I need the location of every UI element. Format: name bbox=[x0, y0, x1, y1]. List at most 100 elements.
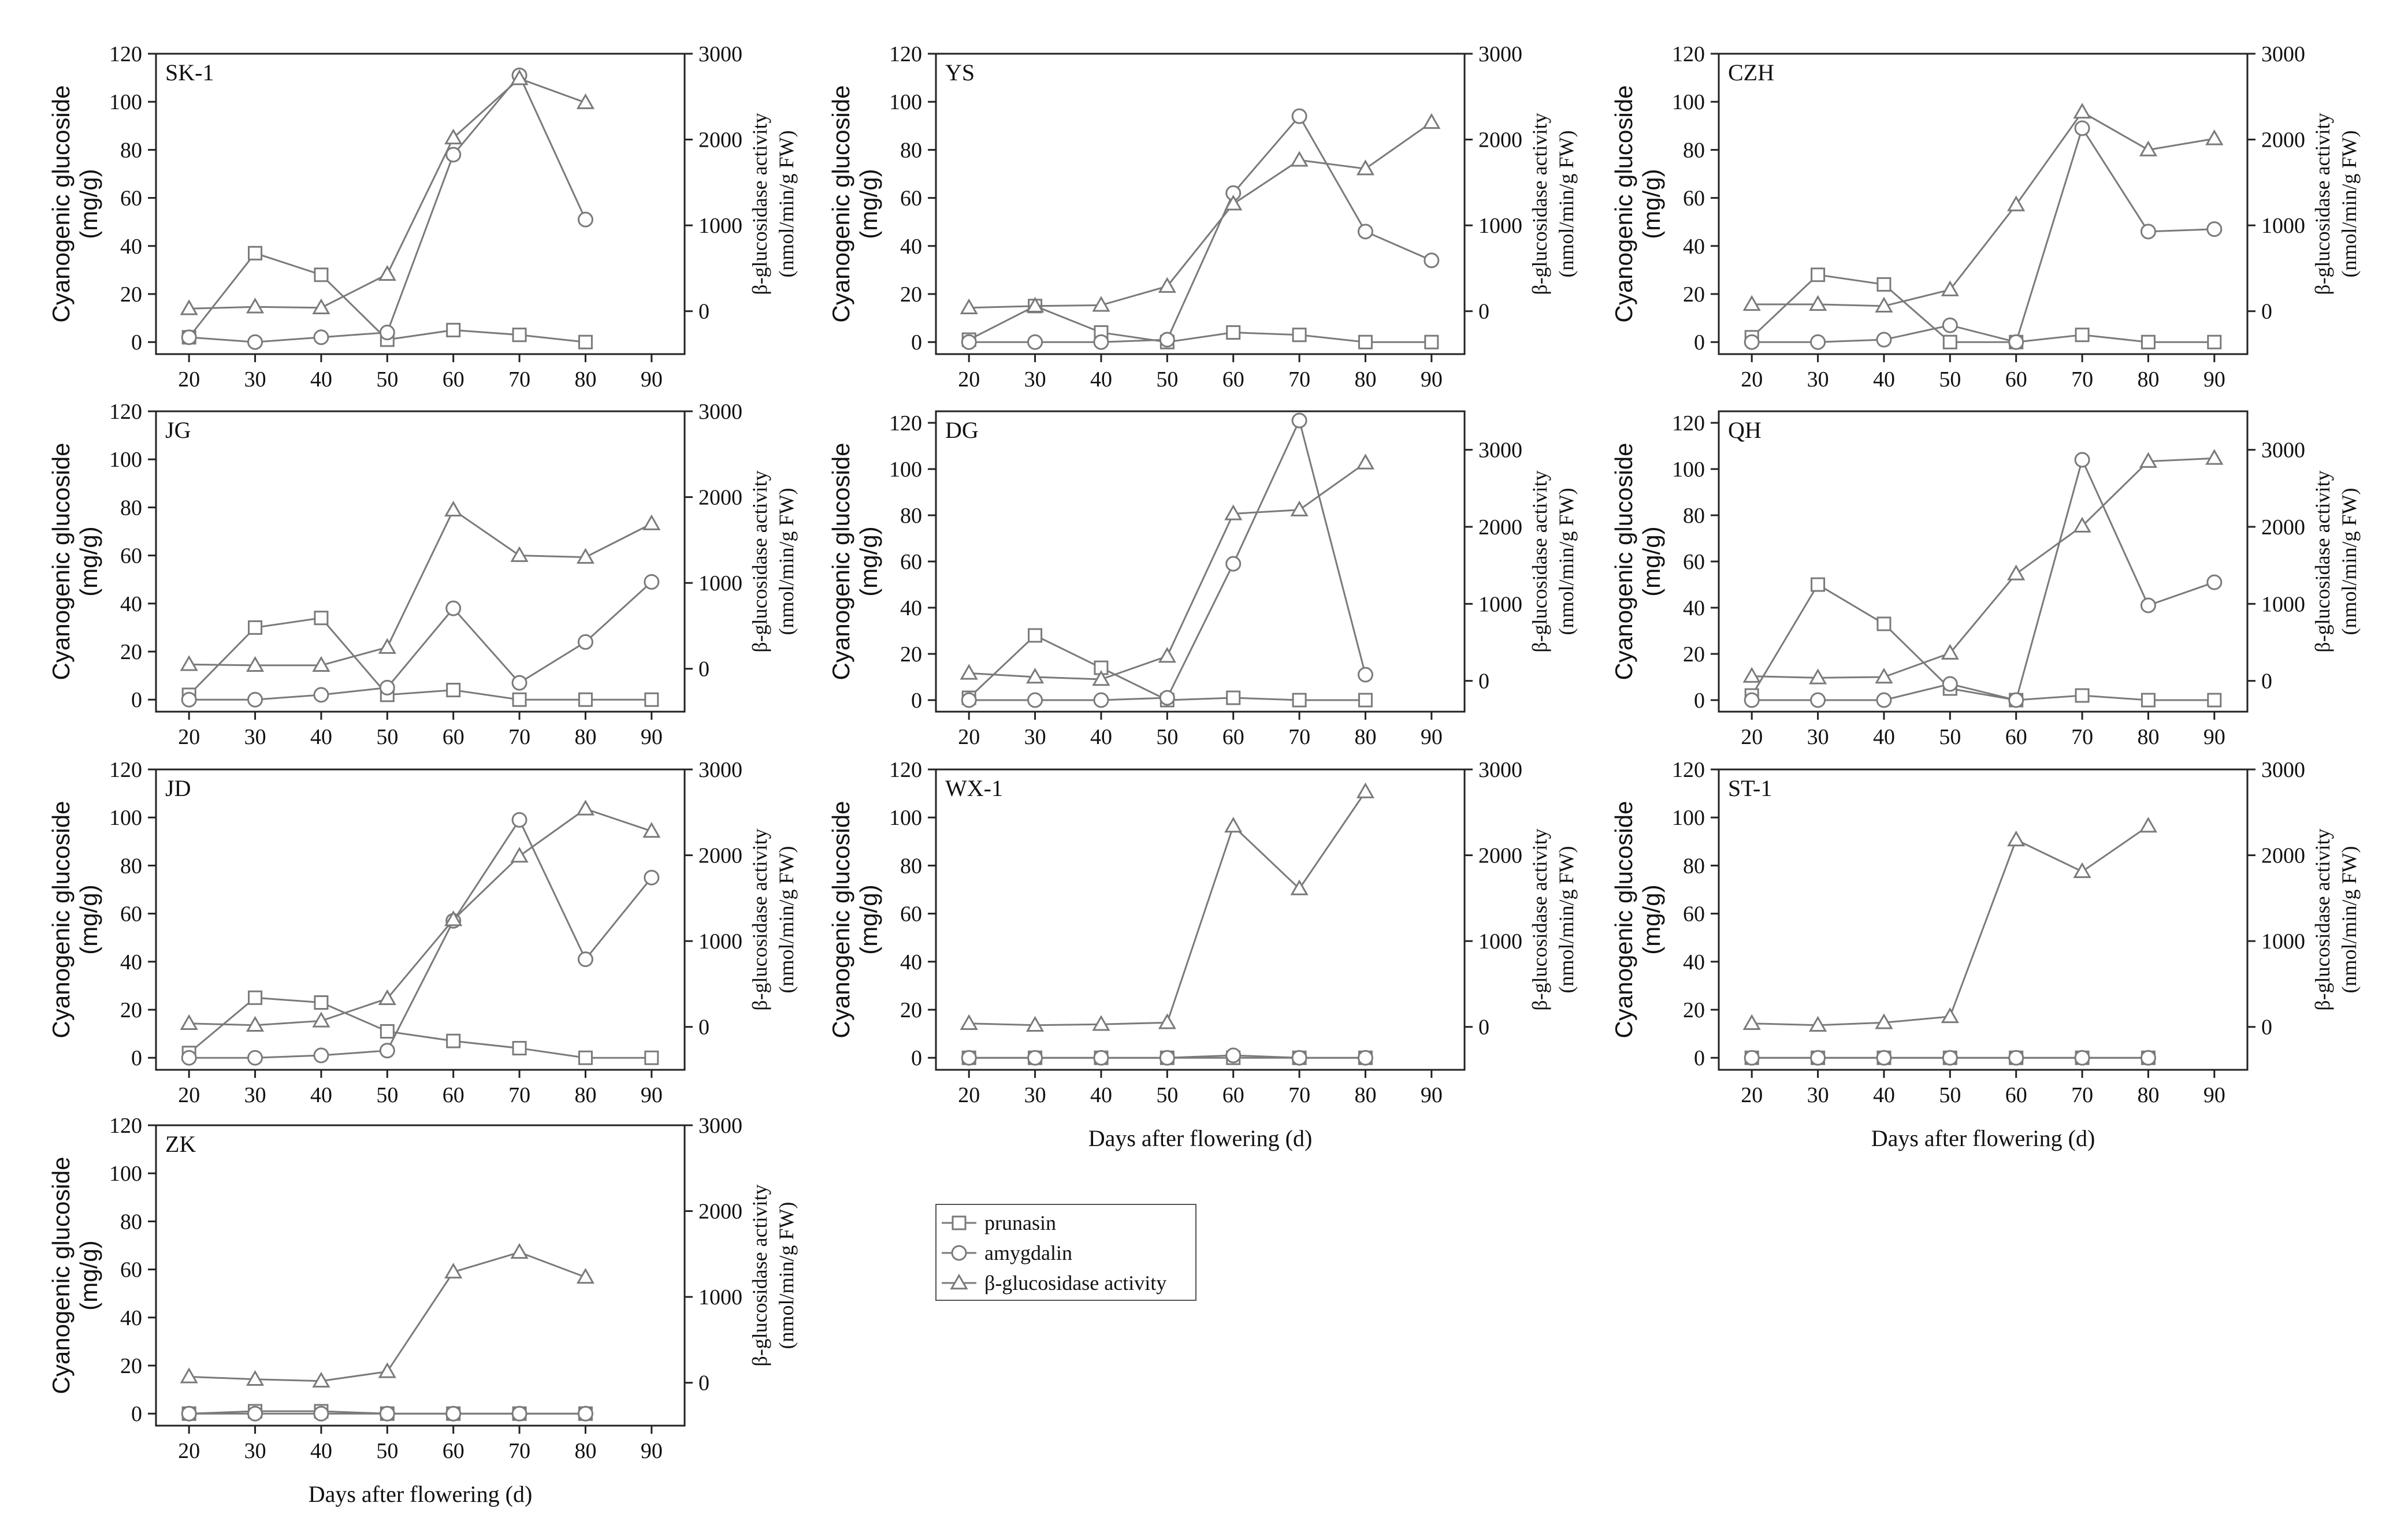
data-point-square bbox=[1876, 616, 1892, 631]
y2-tick-label: 1000 bbox=[698, 1285, 742, 1310]
y-tick-label: 60 bbox=[900, 187, 922, 211]
y-axis-label: (mg/g) bbox=[1638, 169, 1665, 239]
data-point-triangle bbox=[1025, 1016, 1045, 1032]
data-point-circle bbox=[961, 692, 977, 708]
x-tick-label: 50 bbox=[376, 1083, 398, 1107]
x-tick-label: 50 bbox=[376, 725, 398, 749]
y-tick-label: 80 bbox=[120, 496, 142, 520]
x-tick-label: 40 bbox=[310, 367, 332, 392]
x-tick-label: 70 bbox=[2071, 725, 2093, 749]
y2-tick-label: 0 bbox=[1478, 1016, 1489, 1040]
y-axis-label: (mg/g) bbox=[75, 884, 102, 954]
x-tick-label: 60 bbox=[2005, 367, 2027, 392]
series-triangle bbox=[960, 782, 1375, 1032]
x-tick-label: 30 bbox=[244, 725, 266, 749]
x-tick-label: 60 bbox=[2005, 725, 2027, 749]
y-tick-label: 120 bbox=[889, 411, 922, 436]
x-axis-label: Days after flowering (d) bbox=[309, 1481, 533, 1507]
y-tick-label: 20 bbox=[120, 640, 142, 664]
y-tick-label: 120 bbox=[109, 400, 142, 424]
series-line-prunasin bbox=[188, 996, 652, 1059]
y2-tick-label: 3000 bbox=[2261, 758, 2305, 782]
y2-tick-label: 0 bbox=[698, 657, 709, 682]
y-tick-label: 40 bbox=[900, 235, 922, 259]
x-tick-label: 80 bbox=[574, 1083, 596, 1107]
data-point-triangle bbox=[1356, 453, 1375, 470]
data-point-triangle bbox=[576, 1267, 595, 1284]
y-tick-label: 100 bbox=[109, 1162, 142, 1186]
y2-tick-label: 1000 bbox=[1478, 592, 1522, 616]
data-point-square bbox=[446, 1033, 461, 1048]
x-axis-label: Days after flowering (d) bbox=[1871, 1125, 2095, 1151]
y-tick-label: 20 bbox=[120, 282, 142, 307]
y-tick-label: 60 bbox=[120, 544, 142, 568]
data-point-triangle bbox=[960, 298, 978, 315]
x-tick-label: 20 bbox=[178, 1439, 200, 1463]
y-tick-label: 20 bbox=[1683, 282, 1705, 307]
data-point-square bbox=[2207, 693, 2222, 708]
y2-axis-label: β-glucosidase activity bbox=[2311, 470, 2334, 652]
plot-frame bbox=[1718, 410, 2249, 713]
legend-marker-square bbox=[952, 1215, 967, 1230]
data-point-triangle bbox=[960, 664, 978, 680]
data-point-triangle bbox=[576, 799, 595, 816]
legend-label: prunasin bbox=[984, 1211, 1056, 1234]
plot-frame bbox=[935, 53, 1466, 355]
y-tick-label: 0 bbox=[131, 688, 142, 712]
y2-tick-label: 2000 bbox=[2261, 128, 2305, 152]
data-point-circle bbox=[181, 1050, 197, 1066]
series-line-amygdalin bbox=[969, 114, 1432, 343]
data-point-circle bbox=[1291, 108, 1307, 124]
y-axis-label: Cyanogenic glucoside bbox=[47, 443, 75, 680]
y-tick-label: 0 bbox=[911, 330, 922, 355]
x-tick-label: 20 bbox=[178, 725, 200, 749]
series-triangle bbox=[180, 799, 661, 1032]
data-point-triangle bbox=[312, 1011, 330, 1028]
data-point-triangle bbox=[1092, 1015, 1110, 1031]
y-tick-label: 40 bbox=[900, 950, 922, 974]
y2-axis-label: β-glucosidase activity bbox=[748, 113, 771, 295]
data-point-triangle bbox=[2073, 516, 2091, 533]
data-point-circle bbox=[1810, 334, 1826, 350]
data-point-triangle bbox=[2139, 140, 2158, 157]
y2-tick-label: 0 bbox=[1478, 300, 1489, 324]
y-tick-label: 60 bbox=[1683, 902, 1705, 927]
y2-tick-label: 2000 bbox=[2261, 844, 2305, 868]
data-point-circle bbox=[1744, 334, 1760, 350]
y-axis-label: Cyanogenic glucoside bbox=[1610, 85, 1637, 323]
x-tick-label: 50 bbox=[1939, 367, 1961, 392]
data-point-circle bbox=[1159, 690, 1175, 706]
data-point-circle bbox=[1093, 692, 1109, 708]
data-point-triangle bbox=[444, 500, 463, 517]
data-point-triangle bbox=[510, 847, 529, 863]
data-point-circle bbox=[961, 334, 977, 350]
y-tick-label: 120 bbox=[1672, 42, 1705, 66]
data-point-triangle bbox=[1158, 1013, 1176, 1029]
data-point-square bbox=[314, 995, 329, 1010]
series-line--glucosidase-activity bbox=[969, 791, 1366, 1026]
y-tick-label: 60 bbox=[120, 187, 142, 211]
data-point-circle bbox=[1159, 1050, 1175, 1066]
y2-axis-label: β-glucosidase activity bbox=[2311, 113, 2334, 295]
chart-panels: 20 30 40 50 60 70 80 90020406080100120010002000… bbox=[47, 42, 2361, 1507]
y2-axis-label: (nmol/min/g FW) bbox=[1555, 131, 1578, 278]
data-point-circle bbox=[2140, 597, 2156, 613]
data-point-square bbox=[2075, 328, 2090, 343]
y2-axis-label: (nmol/min/g FW) bbox=[775, 1202, 798, 1349]
y-axis-label: Cyanogenic glucoside bbox=[827, 443, 854, 680]
data-point-circle bbox=[247, 691, 263, 708]
plot-frame bbox=[155, 410, 686, 713]
y-tick-label: 40 bbox=[900, 596, 922, 620]
y-tick-label: 100 bbox=[1672, 90, 1705, 114]
y2-tick-label: 2000 bbox=[2261, 515, 2305, 540]
y2-tick-label: 0 bbox=[1478, 669, 1489, 694]
data-point-square bbox=[2207, 334, 2222, 349]
x-tick-label: 40 bbox=[1090, 367, 1112, 392]
y-tick-label: 80 bbox=[900, 504, 922, 528]
y-tick-label: 40 bbox=[120, 235, 142, 259]
x-tick-label: 90 bbox=[2203, 367, 2225, 392]
data-point-circle bbox=[577, 211, 593, 228]
x-tick-label: 80 bbox=[2137, 1083, 2159, 1107]
y-tick-label: 120 bbox=[1672, 758, 1705, 782]
data-point-circle bbox=[1027, 692, 1043, 708]
